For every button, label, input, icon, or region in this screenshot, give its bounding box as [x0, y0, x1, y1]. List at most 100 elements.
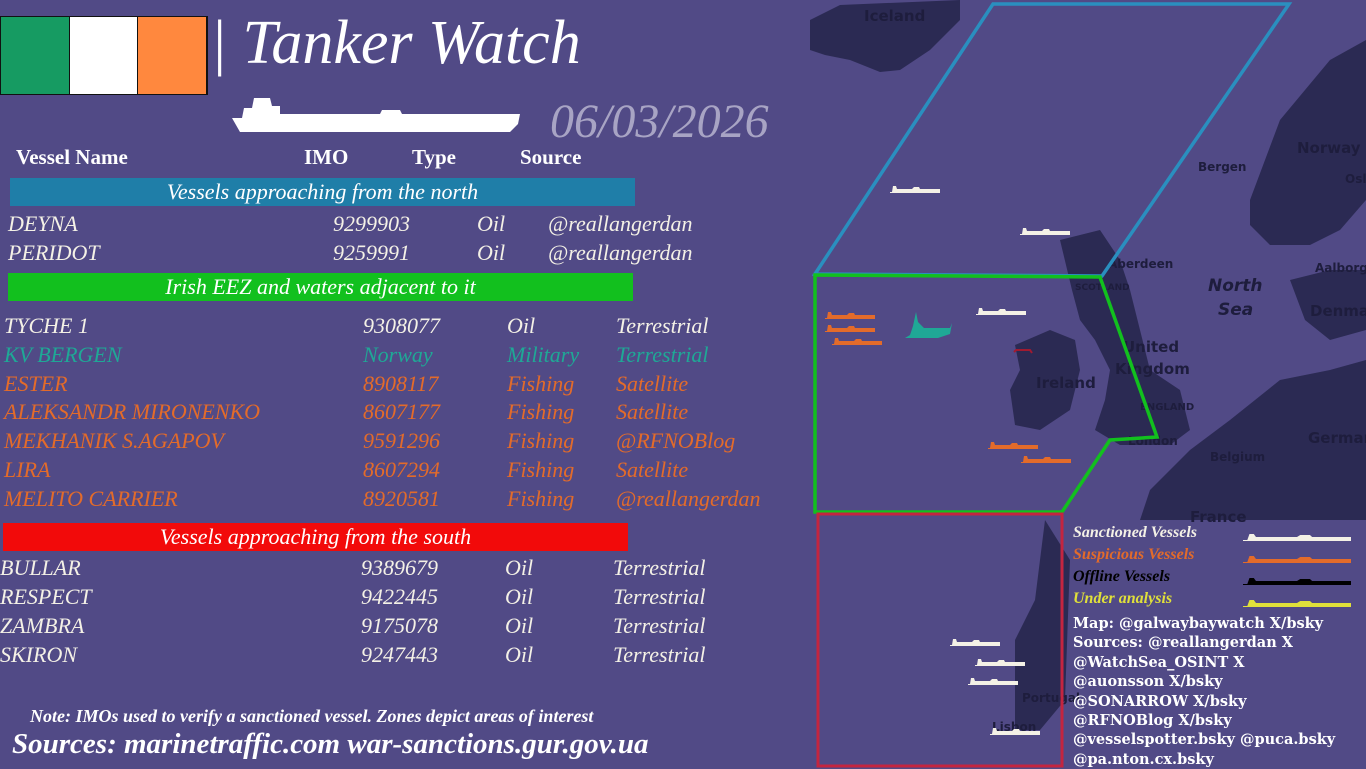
credit-line: @SONARROW X/bsky	[1073, 692, 1247, 710]
legend: Sanctioned Vessels Suspicious Vessels Offl…	[1073, 524, 1351, 612]
legend-label: Suspicious Vessels	[1073, 546, 1195, 563]
credit-line: @vesselspotter.bsky @puca.bsky	[1073, 731, 1336, 749]
legend-label: Sanctioned Vessels	[1073, 524, 1198, 541]
vessel-icon	[975, 659, 1025, 666]
vessel-icon	[890, 186, 940, 193]
cell-source: Satellite	[616, 399, 689, 425]
svg-text:Belgium: Belgium	[1210, 450, 1265, 464]
col-source: Source	[520, 145, 582, 169]
legend-label: Under analysis	[1073, 590, 1173, 607]
cell-source: Terrestrial	[616, 341, 709, 367]
cell-source: Terrestrial	[613, 584, 706, 609]
vessel-icon	[825, 312, 875, 319]
svg-text:Norway: Norway	[1297, 139, 1361, 157]
svg-text:Portugal: Portugal	[1022, 691, 1080, 705]
date: 06/03/2026	[550, 95, 769, 148]
credit-line: Map: @galwaybaywatch X/bsky	[1073, 615, 1324, 632]
cell-type: Oil	[505, 642, 534, 667]
cell-name: RESPECT	[0, 584, 92, 609]
cell-imo: 9299903	[333, 211, 410, 236]
table-row: BULLAR 9389679 Oil Terrestrial	[0, 555, 800, 584]
cell-name: KV BERGEN	[4, 341, 122, 367]
vessel-icon	[990, 728, 1040, 735]
col-imo: IMO	[304, 145, 349, 169]
credits: Map: @galwaybaywatch X/bsky Sources: @rea…	[1073, 614, 1335, 769]
svg-text:North: North	[1208, 276, 1263, 296]
cell-type: Fishing	[507, 428, 575, 454]
flag-orange	[138, 17, 208, 94]
credit-line: Sources: @reallangerdan X	[1073, 634, 1294, 652]
credit-line: @pa.nton.cx.bsky	[1073, 750, 1214, 768]
legend-vessel-icon	[1243, 594, 1351, 612]
cell-name: ALEKSANDR MIRONENKO	[4, 399, 261, 425]
cell-type: Oil	[505, 613, 534, 638]
credit-line: @WatchSea_OSINT X	[1073, 653, 1245, 671]
cell-imo: 8908117	[363, 370, 439, 396]
table-row: SKIRON 9247443 Oil Terrestrial	[0, 642, 800, 671]
table-row: MEKHANIK S.AGAPOV 9591296 Fishing @RFNOBlog	[0, 428, 800, 457]
credit-line: @auonsson X/bsky	[1073, 673, 1223, 691]
flag-green	[1, 17, 70, 94]
vessel-icon	[950, 639, 1000, 646]
cell-type: Fishing	[507, 457, 575, 482]
svg-text:Aalborg: Aalborg	[1315, 261, 1366, 275]
cell-imo: 9308077	[363, 313, 440, 338]
vessel-icon	[968, 678, 1018, 685]
vessel-icon	[988, 442, 1038, 449]
cell-imo: 8920581	[363, 485, 440, 511]
cell-name: DEYNA	[8, 211, 78, 236]
section-header: Vessels approaching from the north	[10, 178, 635, 206]
legend-item: Offline Vessels	[1073, 568, 1351, 590]
cell-type: Oil	[477, 240, 506, 265]
col-type: Type	[412, 145, 456, 169]
cell-type: Oil	[477, 211, 506, 236]
map: Iceland Norway Bergen Oslo Aberdeen SCOT…	[810, 0, 1366, 768]
legend-vessel-icon	[1243, 572, 1351, 590]
cell-source: Terrestrial	[616, 313, 709, 338]
table-row: ALEKSANDR MIRONENKO 8607177 Fishing Satelli…	[0, 399, 800, 428]
cell-type: Oil	[507, 313, 536, 338]
cell-name: ZAMBRA	[0, 613, 85, 638]
legend-item: Suspicious Vessels	[1073, 546, 1351, 568]
svg-text:Iceland: Iceland	[864, 7, 925, 25]
svg-text:Sea: Sea	[1218, 300, 1253, 320]
cell-source: @reallangerdan	[548, 211, 693, 236]
cell-name: ESTER	[4, 370, 68, 396]
vessel-icon	[825, 325, 875, 332]
table-row: DEYNA 9299903 Oil @reallangerdan	[0, 211, 800, 240]
cell-imo: 9591296	[363, 428, 440, 454]
cell-imo: 9259991	[333, 240, 410, 265]
cell-type: Oil	[505, 555, 534, 580]
cell-name: LIRA	[4, 457, 51, 482]
svg-text:United: United	[1123, 338, 1179, 356]
cell-name: TYCHE 1	[4, 313, 89, 338]
table-row: KV BERGEN Norway Military Terrestrial	[0, 342, 800, 371]
vessel-icon	[1020, 228, 1070, 235]
table-row: MELITO CARRIER 8920581 Fishing @reallangerd…	[0, 486, 800, 515]
cell-source: @reallangerdan	[616, 485, 761, 511]
cell-imo: 9175078	[361, 613, 438, 638]
vessel-icon	[832, 338, 882, 345]
col-vessel-name: Vessel Name	[16, 145, 128, 169]
svg-text:Oslo: Oslo	[1345, 172, 1366, 186]
svg-text:Denmark: Denmark	[1310, 302, 1366, 320]
cell-source: Terrestrial	[613, 613, 706, 638]
tanker-icon	[232, 98, 520, 132]
cell-type: Fishing	[507, 399, 575, 425]
cell-name: PERIDOT	[8, 240, 100, 265]
cell-imo: 9247443	[361, 642, 438, 667]
flag-white	[69, 17, 139, 94]
cell-type: Military	[507, 341, 580, 367]
land	[810, 0, 1366, 730]
cell-source: @reallangerdan	[548, 240, 693, 265]
cell-name: SKIRON	[0, 642, 77, 667]
cell-imo: 9389679	[361, 555, 438, 580]
cell-source: Satellite	[616, 370, 689, 396]
page-title: | Tanker Watch	[210, 9, 581, 77]
legend-vessel-icon	[1243, 550, 1351, 568]
svg-text:France: France	[1190, 508, 1247, 526]
legend-label: Offline Vessels	[1073, 568, 1171, 585]
south-zone	[816, 512, 1064, 768]
footer-sources: Sources: marinetraffic.com war-sanctions…	[12, 728, 649, 760]
cell-name: MEKHANIK S.AGAPOV	[4, 428, 224, 454]
